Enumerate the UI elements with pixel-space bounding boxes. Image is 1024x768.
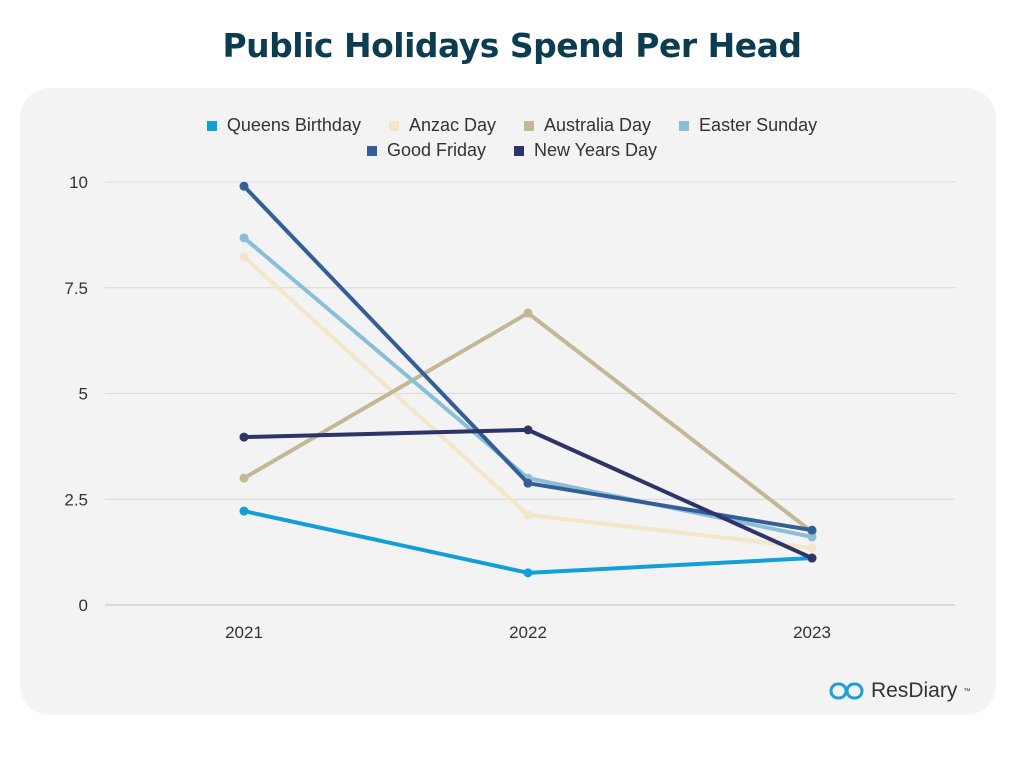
- legend-swatch: [513, 145, 524, 156]
- legend-item: Easter Sunday: [679, 115, 817, 136]
- legend-item: New Years Day: [513, 140, 658, 161]
- x-tick-label: 2022: [509, 623, 547, 642]
- y-tick-label: 0: [79, 596, 88, 615]
- data-point-anzac-day: [239, 252, 249, 262]
- legend-swatch: [206, 120, 217, 131]
- data-point-queens-birthday: [239, 506, 249, 516]
- legend-swatch: [679, 120, 690, 131]
- resdiary-logo: ResDiary ™: [829, 679, 970, 703]
- legend-item: Good Friday: [366, 140, 486, 161]
- chart-title: Public Holidays Spend Per Head: [222, 26, 803, 65]
- data-point-easter-sunday: [807, 532, 817, 542]
- legend-label: Queens Birthday: [226, 115, 361, 135]
- legend-label: Good Friday: [386, 140, 486, 160]
- data-point-new-years-day: [523, 425, 533, 435]
- series-line-anzac-day: [242, 255, 813, 550]
- y-tick-label: 10: [69, 173, 88, 192]
- data-point-good-friday: [807, 525, 817, 535]
- legend-item: Anzac Day: [388, 115, 496, 136]
- y-tick-label: 2.5: [64, 490, 88, 509]
- data-point-anzac-day: [523, 510, 533, 520]
- y-tick-label: 5: [79, 385, 88, 404]
- data-point-easter-sunday: [239, 233, 249, 243]
- logo-text: ResDiary: [871, 679, 958, 702]
- data-point-new-years-day: [807, 553, 817, 563]
- series-line-easter-sunday: [242, 236, 813, 539]
- data-point-good-friday: [239, 181, 249, 191]
- y-tick-label: 7.5: [64, 279, 88, 298]
- legend-label: Easter Sunday: [699, 115, 818, 135]
- legend-swatch: [388, 120, 399, 131]
- resdiary-logo-icon: [829, 682, 864, 700]
- legend-row-2: Good Friday New Years Day: [0, 140, 1024, 161]
- data-point-australia-day: [523, 308, 533, 318]
- legend-swatch: [524, 120, 534, 131]
- legend-label: New Years Day: [533, 140, 658, 160]
- legend-swatch: [366, 145, 377, 156]
- data-point-queens-birthday: [523, 568, 533, 578]
- data-point-australia-day: [239, 473, 249, 483]
- x-tick-label: 2023: [793, 623, 831, 642]
- data-point-good-friday: [523, 478, 533, 488]
- legend-label: Anzac Day: [408, 115, 496, 135]
- data-point-new-years-day: [239, 432, 249, 442]
- data-point-anzac-day: [807, 543, 817, 553]
- logo-tm: ™: [963, 687, 971, 695]
- chart-card: [20, 88, 996, 715]
- legend-row-1: Queens Birthday Anzac Day Australia Day Eas…: [0, 115, 1024, 136]
- legend-label: Australia Day: [544, 115, 652, 135]
- legend-item: Queens Birthday: [206, 115, 361, 136]
- x-tick-label: 2021: [225, 623, 263, 642]
- legend-item: Australia Day: [524, 115, 651, 136]
